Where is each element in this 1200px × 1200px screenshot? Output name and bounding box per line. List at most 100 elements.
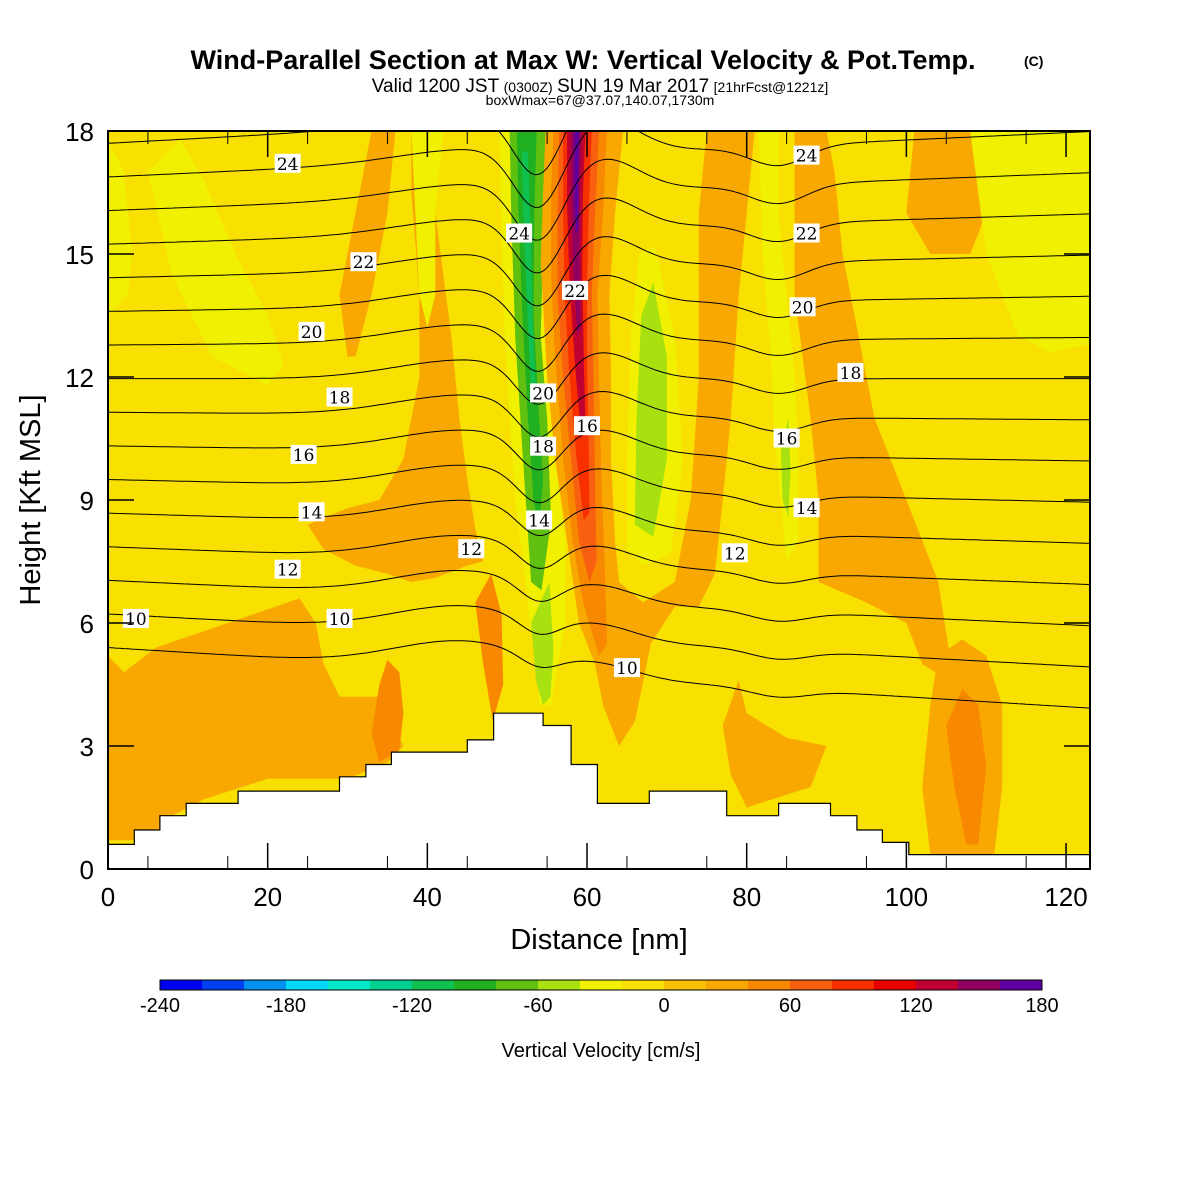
svg-text:12: 12: [460, 540, 482, 560]
colorbar-swatch: [916, 980, 959, 990]
velocity-region: [946, 688, 987, 845]
contour-label: 22: [793, 223, 820, 245]
title-badge: (C): [1024, 53, 1043, 69]
colorbar-tick-label: 180: [1025, 995, 1058, 1017]
colorbar-tick-label: -180: [266, 995, 306, 1017]
contour-label: 18: [837, 362, 864, 384]
colorbar-tick-label: -240: [140, 995, 180, 1017]
velocity-region: [531, 582, 554, 705]
colorbar-swatch: [370, 980, 413, 990]
svg-text:14: 14: [528, 512, 550, 532]
colorbar-swatch: [412, 980, 455, 990]
contour-label: 10: [613, 658, 640, 679]
svg-text:10: 10: [329, 610, 351, 630]
y-tick-label: 3: [80, 732, 94, 762]
y-tick-label: 12: [65, 363, 94, 393]
colorbar-swatch: [286, 980, 329, 990]
colorbar-swatch: [454, 980, 497, 990]
colorbar-swatch: [580, 980, 623, 990]
colorbar-swatch: [790, 980, 833, 990]
x-tick-label: 100: [885, 882, 928, 912]
velocity-region: [411, 131, 444, 328]
x-tick-label: 0: [101, 882, 115, 912]
theta-contour: [108, 274, 1090, 340]
svg-text:24: 24: [796, 147, 818, 167]
y-axis-label: Height [Kft MSL]: [15, 394, 47, 605]
velocity-region: [108, 139, 132, 316]
colorbar-swatch: [328, 980, 371, 990]
colorbar-swatch: [748, 980, 791, 990]
colorbar-tick-label: 0: [658, 995, 669, 1017]
contour-label: 24: [274, 153, 301, 175]
x-tick-label: 40: [413, 882, 442, 912]
theta-contour: [108, 605, 1090, 668]
y-tick-label: 9: [80, 486, 94, 516]
svg-text:20: 20: [792, 298, 814, 318]
chart-title: Wind-Parallel Section at Max W: Vertical…: [191, 45, 976, 75]
velocity-region: [634, 282, 667, 537]
velocity-region: [722, 680, 827, 808]
contour-label: 10: [326, 608, 353, 630]
contour-label: 24: [793, 145, 820, 167]
theta-contour: [108, 464, 1090, 508]
svg-text:22: 22: [353, 253, 375, 273]
velocity-region: [147, 139, 284, 386]
contour-label: 16: [773, 428, 800, 450]
y-tick-label: 6: [80, 609, 94, 639]
colorbar-tick-label: 120: [899, 995, 932, 1017]
svg-text:12: 12: [277, 561, 299, 581]
svg-text:18: 18: [329, 389, 351, 409]
theta-contour: [108, 499, 1090, 546]
svg-text:10: 10: [616, 659, 638, 679]
velocity-region: [339, 131, 396, 357]
contour-label: 22: [562, 280, 589, 302]
velocity-region: [371, 659, 404, 763]
svg-text:18: 18: [840, 364, 862, 384]
svg-text:22: 22: [564, 282, 586, 302]
svg-text:14: 14: [301, 503, 323, 523]
y-tick-label: 15: [65, 240, 94, 270]
theta-contour: [108, 236, 1090, 307]
svg-text:18: 18: [532, 438, 554, 458]
svg-text:16: 16: [776, 430, 798, 450]
colorbar-frame: [159, 979, 1043, 991]
theta-contour: [108, 313, 1090, 372]
chart-subtitle: Valid 1200 JST (0300Z) SUN 19 Mar 2017 […: [372, 76, 829, 97]
colorbar-swatch: [622, 980, 665, 990]
contour-label: 14: [526, 510, 553, 532]
contour-label: 10: [122, 608, 149, 630]
colorbar-swatch: [664, 980, 707, 990]
contour-label: 14: [793, 498, 820, 519]
contour-label: 20: [530, 383, 557, 404]
svg-text:24: 24: [508, 225, 530, 245]
x-axis-label: Distance [nm]: [510, 924, 687, 956]
colorbar-tick-label: 60: [779, 995, 801, 1017]
svg-text:20: 20: [532, 384, 554, 404]
theta-contour: [108, 534, 1090, 586]
theta-contour: [108, 390, 1090, 438]
svg-text:14: 14: [796, 499, 818, 519]
velocity-region: [794, 131, 955, 685]
colorbar-swatch: [874, 980, 917, 990]
colorbar-tick-label: -120: [392, 995, 432, 1017]
colorbar-label: Vertical Velocity [cm/s]: [502, 1040, 701, 1062]
contour-label: 20: [789, 297, 816, 318]
contour-label: 18: [326, 387, 353, 409]
contour-label: 24: [506, 223, 533, 245]
contour-label: 16: [290, 444, 317, 466]
theta-contour: [108, 570, 1090, 627]
contour-label: 12: [274, 559, 301, 581]
velocity-region: [108, 598, 404, 828]
colorbar-swatch: [706, 980, 749, 990]
contour-label: 12: [721, 543, 748, 564]
contour-label: 20: [298, 321, 325, 343]
velocity-region: [521, 151, 536, 398]
contour-label: 14: [298, 502, 325, 523]
x-tick-label: 60: [573, 882, 602, 912]
x-tick-label: 120: [1044, 882, 1087, 912]
colorbar-swatch: [496, 980, 539, 990]
chart-subtitle-2: boxWmax=67@37.07,140.07,1730m: [486, 92, 715, 108]
y-tick-label: 18: [65, 117, 94, 147]
theta-contour: [108, 158, 1090, 241]
